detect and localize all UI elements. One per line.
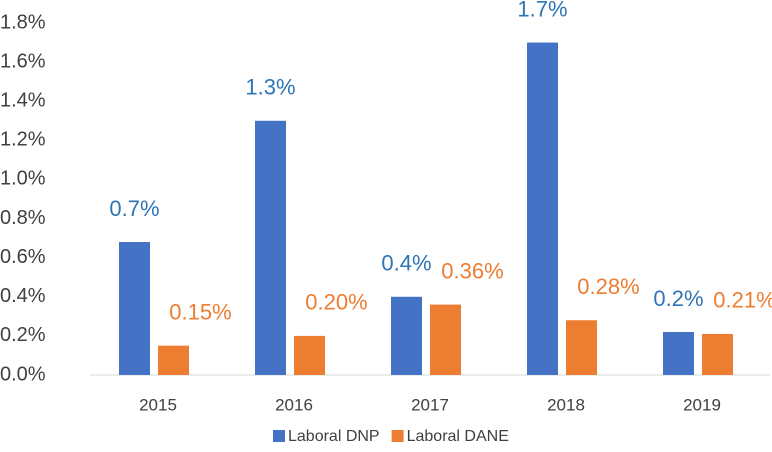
bar <box>702 333 733 375</box>
y-tick-label: 0.6% <box>0 246 46 268</box>
data-label: 1.3% <box>245 75 295 100</box>
x-tick-label: 2018 <box>547 395 585 414</box>
data-label: 1.7% <box>517 0 567 21</box>
data-label: 0.7% <box>109 196 159 221</box>
bar <box>391 296 422 375</box>
bar <box>430 304 461 375</box>
data-label: 0.4% <box>381 251 431 276</box>
x-tick-label: 2019 <box>683 395 721 414</box>
x-tick-label: 2017 <box>411 395 449 414</box>
data-label: 0.36% <box>441 258 503 283</box>
legend-swatch <box>391 430 404 442</box>
y-tick-label: 0.8% <box>0 207 46 229</box>
y-tick-label: 0.0% <box>0 363 46 385</box>
legend-label: Laboral DANE <box>407 428 509 445</box>
bar <box>663 331 694 375</box>
y-tick-label: 1.8% <box>0 11 46 33</box>
bar <box>294 335 325 375</box>
data-label: 0.15% <box>169 299 231 324</box>
bar <box>255 120 286 376</box>
x-tick-label: 2015 <box>139 395 177 414</box>
legend-label: Laboral DNP <box>288 428 380 445</box>
y-tick-label: 1.0% <box>0 168 46 190</box>
data-label: 0.21% <box>713 288 772 313</box>
data-label: 0.2% <box>653 286 703 311</box>
legend-swatch <box>273 430 285 442</box>
y-tick-label: 0.4% <box>0 285 46 307</box>
bar <box>119 242 150 375</box>
bar <box>527 42 558 376</box>
bar <box>566 320 597 375</box>
y-tick-label: 1.4% <box>0 90 46 112</box>
y-tick-label: 0.2% <box>0 324 46 346</box>
y-tick-label: 1.6% <box>0 50 46 72</box>
x-tick-label: 2016 <box>275 395 313 414</box>
data-label: 0.20% <box>305 290 367 315</box>
data-label: 0.28% <box>577 274 639 299</box>
bar <box>158 345 189 375</box>
y-tick-label: 1.2% <box>0 129 46 151</box>
